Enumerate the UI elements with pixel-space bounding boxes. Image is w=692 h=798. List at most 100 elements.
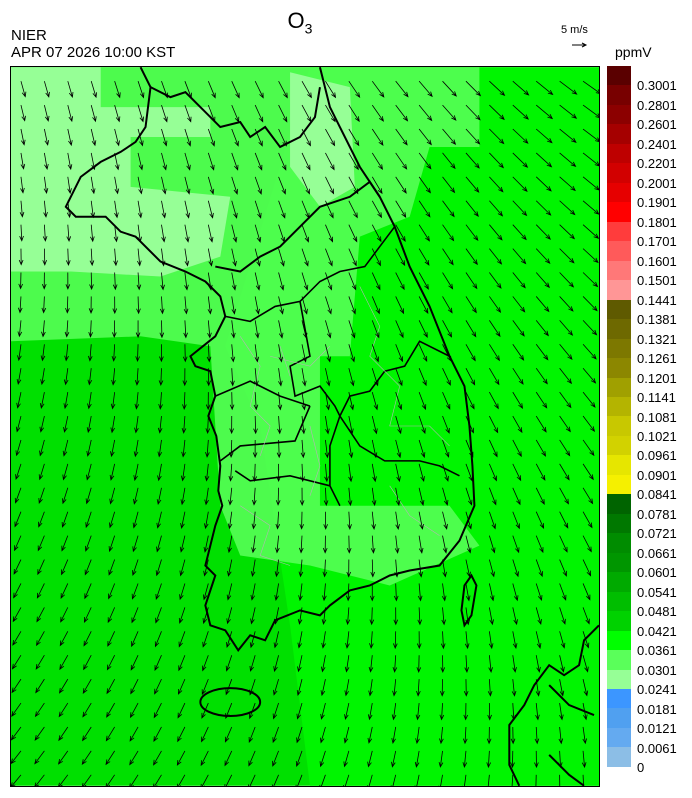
wind-arrow-icon <box>345 631 350 649</box>
wind-arrow-icon <box>137 152 144 171</box>
wind-arrow-icon <box>44 81 50 98</box>
wind-arrow-icon <box>159 320 165 339</box>
wind-arrow-icon <box>278 368 283 387</box>
wind-arrow-icon <box>301 152 311 171</box>
wind-arrow-icon <box>418 176 431 194</box>
wind-arrow-icon <box>465 224 479 242</box>
wind-arrow-icon <box>582 726 588 745</box>
wind-arrow-icon <box>129 702 139 719</box>
wind-arrow-icon <box>34 750 45 765</box>
wind-arrow-icon <box>275 535 280 554</box>
province-borders <box>214 226 460 507</box>
wind-arrow-icon <box>278 248 285 267</box>
wind-arrow-icon <box>298 583 303 602</box>
wind-arrow-icon <box>418 320 428 339</box>
wind-arrow-icon <box>90 152 96 171</box>
wind-arrow-icon <box>204 463 210 482</box>
wind-arrow-icon <box>207 272 213 291</box>
wind-arrow-icon <box>179 559 186 577</box>
wind-arrow-icon <box>114 128 120 147</box>
wind-arrow-icon <box>320 655 326 673</box>
wind-arrow-icon <box>535 248 551 264</box>
wind-arrow-icon <box>182 368 188 387</box>
wind-arrow-icon <box>348 128 360 147</box>
wind-arrow-icon <box>582 679 589 697</box>
wind-arrow-icon <box>321 607 327 626</box>
wind-arrow-icon <box>348 248 357 267</box>
wind-arrow-icon <box>301 296 308 315</box>
wind-arrow-icon <box>278 80 288 99</box>
wind-arrow-icon <box>442 391 451 410</box>
wind-arrow-icon <box>395 296 405 315</box>
wind-arrow-icon <box>177 702 186 719</box>
wind-arrow-icon <box>371 200 382 219</box>
wind-arrow-icon <box>535 200 552 216</box>
wind-arrow-icon <box>65 248 71 266</box>
wind-arrow-icon <box>414 750 420 768</box>
wind-arrow-icon <box>325 344 331 363</box>
wind-arrow-icon <box>343 774 350 786</box>
wind-arrow-icon <box>582 200 599 215</box>
wind-arrow-icon <box>346 535 352 554</box>
wind-arrow-icon <box>325 415 330 435</box>
wind-arrow-icon <box>301 392 307 411</box>
wind-arrow-icon <box>278 224 286 243</box>
wind-arrow-icon <box>395 152 408 170</box>
wind-arrow-icon <box>296 702 303 720</box>
wind-arrow-icon <box>226 607 233 625</box>
colorbar-segment <box>607 182 631 203</box>
wind-arrow-icon <box>60 583 69 600</box>
wind-arrow-icon <box>179 583 186 601</box>
wind-arrow-icon <box>89 272 94 291</box>
wind-arrow-icon <box>324 463 329 483</box>
wind-arrow-icon <box>535 152 553 168</box>
wind-arrow-icon <box>512 487 521 506</box>
wind-arrow-icon <box>200 750 209 767</box>
wind-arrow-icon <box>248 702 256 720</box>
wind-arrow-icon <box>582 224 599 239</box>
wind-arrow-icon <box>11 678 22 694</box>
wind-arrow-icon <box>367 726 373 744</box>
wind-arrow-icon <box>418 511 424 530</box>
colorbar-label: 0.0301 <box>637 662 677 678</box>
wind-arrow-icon <box>179 535 186 553</box>
wind-arrow-icon <box>129 774 139 786</box>
wind-arrow-icon <box>512 439 522 458</box>
wind-arrow-icon <box>465 152 480 169</box>
wind-arrow-icon <box>227 535 233 554</box>
colorbar-label: 0.1261 <box>637 351 677 367</box>
wind-arrow-icon <box>418 200 431 218</box>
wind-arrow-icon <box>418 248 430 266</box>
colorbar-segment <box>607 474 631 495</box>
wind-arrow-icon <box>439 703 445 721</box>
wind-arrow-icon <box>38 511 45 528</box>
wind-arrow-icon <box>87 368 93 386</box>
colorbar-label: 0.1701 <box>637 234 677 250</box>
colorbar-segment <box>607 533 631 553</box>
tsushima-island <box>460 573 478 628</box>
wind-arrow-icon <box>512 224 527 241</box>
wind-arrow-icon <box>348 176 359 195</box>
wind-arrow-icon <box>395 272 405 291</box>
wind-arrow-icon <box>43 128 50 146</box>
wind-arrow-icon <box>207 248 213 267</box>
wind-arrow-icon <box>231 320 236 339</box>
wind-arrow-icon <box>225 679 233 696</box>
wind-arrow-icon <box>161 176 167 195</box>
wind-arrow-icon <box>41 272 47 290</box>
wind-arrow-icon <box>184 224 190 243</box>
wind-arrow-icon <box>228 463 234 482</box>
wind-arrow-icon <box>90 81 97 99</box>
wind-arrow-icon <box>184 152 191 171</box>
wind-arrow-icon <box>371 176 383 195</box>
colorbar-segment <box>607 241 631 261</box>
wind-arrow-icon <box>43 152 49 170</box>
wind-arrow-icon <box>442 535 448 554</box>
wind-arrow-icon <box>18 248 24 266</box>
wind-arrow-icon <box>298 535 304 554</box>
wind-arrow-icon <box>489 296 502 313</box>
colorbar-label: 0.0961 <box>637 448 677 464</box>
wind-arrow-icon <box>463 679 469 697</box>
wind-arrow-icon <box>224 774 233 786</box>
wind-arrow-icon <box>248 726 256 743</box>
